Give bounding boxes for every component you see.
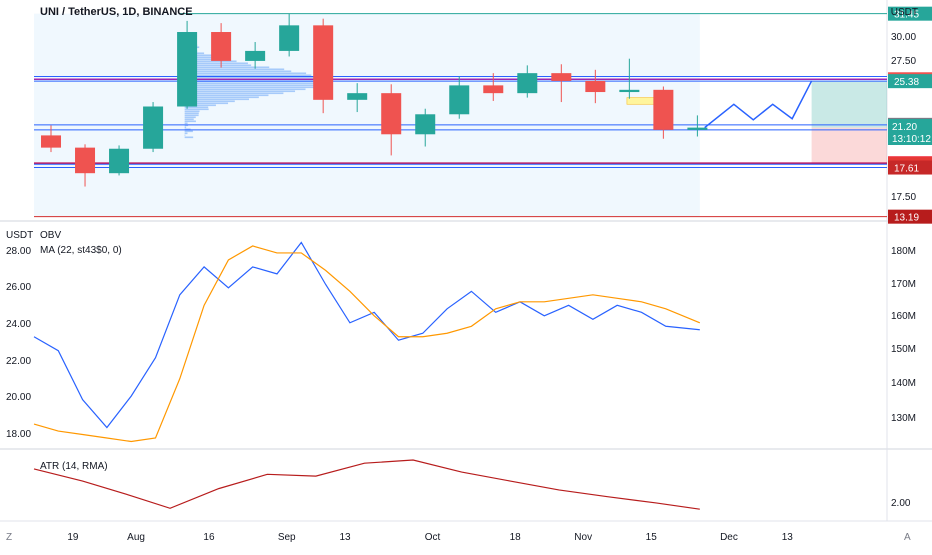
atr-title[interactable]: ATR (14, RMA): [40, 461, 108, 472]
obv-title[interactable]: OBV: [40, 230, 61, 241]
current-price: 21.20: [892, 122, 917, 133]
volume-profile-bar: [185, 70, 292, 72]
price-label-17-50: 17.50: [891, 192, 916, 203]
candle-body: [687, 128, 707, 130]
time-tick-label: Dec: [720, 532, 738, 543]
volume-profile-bar: [185, 90, 295, 92]
timezone-corner[interactable]: Z: [6, 532, 12, 543]
obv-left-label: 22.00: [6, 356, 31, 367]
price-tag-label: 17.61: [894, 164, 919, 175]
volume-profile-bar: [185, 66, 270, 68]
price-tag-label: 13.19: [894, 213, 919, 224]
obv-right-label: 170M: [891, 279, 916, 290]
long-stop-zone: [812, 128, 887, 164]
volume-profile-bar: [185, 84, 330, 86]
volume-profile-bar: [185, 133, 188, 135]
candle-body: [347, 93, 367, 100]
time-tick-label: 15: [646, 532, 658, 543]
volume-profile-bar: [185, 119, 194, 121]
time-tick-label: Nov: [574, 532, 592, 543]
candle-body: [75, 148, 95, 174]
time-tick-label: 13: [339, 532, 351, 543]
ma-legend[interactable]: MA (22, st43$0, 0): [40, 245, 122, 256]
obv-line: [34, 242, 700, 427]
time-tick-label: 19: [67, 532, 79, 543]
price-unit: USDT: [891, 7, 918, 18]
obv-right-label: 130M: [891, 413, 916, 424]
candle-body: [483, 85, 503, 93]
candle-body: [415, 114, 435, 134]
time-tick-label: 18: [510, 532, 522, 543]
volume-profile-bar: [185, 110, 200, 112]
time-tick-label: 16: [203, 532, 215, 543]
candle-body: [279, 25, 299, 51]
candle-body: [177, 32, 197, 106]
volume-profile-bar: [185, 86, 317, 88]
time-tick-label: 13: [782, 532, 794, 543]
candle-body: [381, 93, 401, 134]
volume-profile-bar: [185, 82, 329, 84]
obv-left-label: 24.00: [6, 319, 31, 330]
trading-chart[interactable]: 31.4525.5525.3821.4518.0017.9117.6113.19…: [0, 0, 932, 550]
volume-profile-bar: [185, 94, 269, 96]
price-label-30: 30.00: [891, 32, 916, 43]
time-tick-label: Aug: [127, 532, 145, 543]
auto-scale-button[interactable]: A: [904, 532, 911, 543]
obv-right-label: 150M: [891, 344, 916, 355]
volume-profile-bar: [185, 74, 312, 76]
projection-drawing[interactable]: [705, 81, 812, 128]
candle-body: [517, 73, 537, 93]
volume-profile-bar: [185, 108, 209, 110]
candle-body: [41, 135, 61, 147]
volume-profile-bar: [185, 123, 188, 125]
volume-profile-bar: [185, 131, 193, 133]
volume-profile-bar: [185, 135, 186, 137]
candle-body: [449, 85, 469, 114]
time-tick-label: Oct: [425, 532, 441, 543]
volume-profile-bar: [185, 88, 306, 90]
long-target-zone: [812, 81, 887, 127]
obv-right-label: 140M: [891, 378, 916, 389]
obv-left-label: 20.00: [6, 392, 31, 403]
volume-profile-bar: [185, 127, 186, 129]
atr-line: [34, 460, 700, 509]
candle-body: [211, 32, 231, 61]
candle-body: [143, 106, 163, 148]
volume-profile-bar: [185, 115, 199, 117]
obv-left-label: 26.00: [6, 282, 31, 293]
candle-body: [585, 81, 605, 92]
chart-screen: 31.4525.5525.3821.4518.0017.9117.6113.19…: [0, 0, 932, 550]
volume-profile-bar: [185, 68, 285, 70]
candle-body: [551, 73, 571, 81]
projection-path: [705, 81, 812, 128]
candle-body: [619, 90, 639, 92]
candle-body: [245, 51, 265, 61]
volume-profile-bar: [185, 92, 284, 94]
obv-left-label: 28.00: [6, 246, 31, 257]
volume-profile-bar: [185, 106, 209, 108]
obv-right-label: 180M: [891, 246, 916, 257]
candle-body: [109, 149, 129, 173]
obv-right-label: 160M: [891, 311, 916, 322]
atr-line: [34, 460, 700, 509]
symbol-title[interactable]: UNI / TetherUS, 1D, BINANCE: [40, 6, 193, 18]
bar-countdown: 13:10:12: [892, 134, 931, 145]
volume-profile-bar: [185, 121, 196, 123]
atr-axis-label: 2.00: [891, 498, 911, 509]
obv-lines: [34, 242, 700, 441]
time-ticks: 19 Aug 16 Sep 13 Oct 18 Nov 15 Dec 13: [67, 532, 793, 543]
obv-unit: USDT: [6, 230, 33, 241]
ma-line: [34, 246, 700, 442]
volume-profile-bar: [185, 117, 196, 119]
candle-body: [653, 90, 673, 130]
range-box: [34, 14, 700, 217]
obv-left-label: 18.00: [6, 429, 31, 440]
volume-profile-bar: [185, 137, 193, 139]
volume-profile-bar: [185, 72, 306, 74]
volume-profile-bar: [185, 113, 199, 115]
candle-body: [313, 25, 333, 99]
time-tick-label: Sep: [278, 532, 296, 543]
price-tag-label: 25.38: [894, 77, 919, 88]
price-label-27-50: 27.50: [891, 56, 916, 67]
